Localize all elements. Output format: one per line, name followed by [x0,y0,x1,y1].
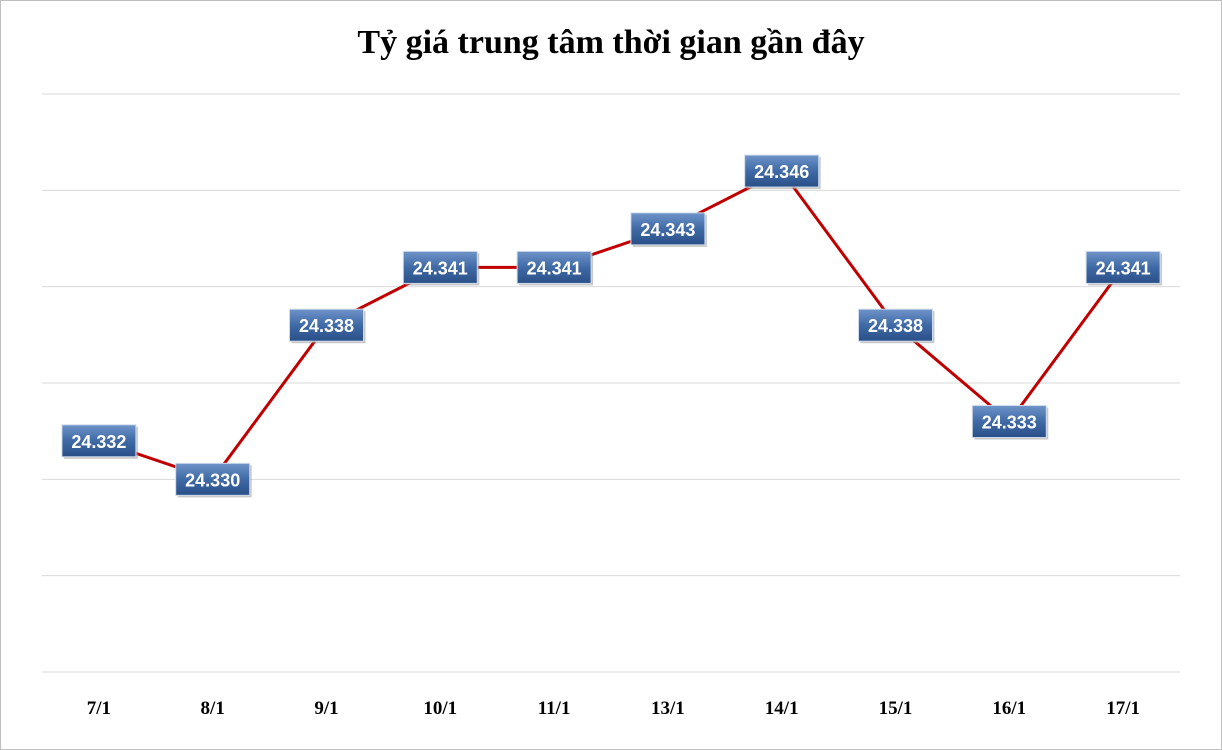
data-label-text: 24.341 [527,258,582,278]
x-tick-label: 17/1 [1106,698,1140,719]
x-tick-label: 9/1 [314,698,338,719]
data-label-text: 24.333 [982,413,1037,433]
series-line [98,169,1125,481]
data-label-box [61,424,137,458]
data-label-text: 24.330 [185,470,240,490]
x-tick-label: 11/1 [538,698,571,719]
x-tick-label: 10/1 [423,698,457,719]
data-label-text: 24.341 [413,258,468,278]
data-label: 24.338 [289,308,366,344]
data-label: 24.332 [61,424,138,459]
data-label-box [516,250,592,284]
x-tick-label: 8/1 [201,698,225,719]
data-label: 24.341 [516,250,594,286]
data-label: 24.341 [1085,250,1163,286]
x-tick-label: 15/1 [879,698,913,719]
x-tick-label: 13/1 [651,698,685,719]
data-label-text: 24.346 [754,162,809,182]
x-tick-label: 16/1 [992,698,1026,719]
data-label: 24.330 [175,462,252,498]
data-label-text: 24.338 [868,316,923,336]
data-label: 24.338 [858,308,935,344]
x-tick-label: 7/1 [87,698,111,719]
data-label-text: 24.343 [640,220,695,240]
data-label-box [402,250,478,284]
x-tick-label: 14/1 [765,698,799,719]
data-label: 24.333 [971,405,1049,440]
data-label: 24.346 [744,154,821,190]
data-label-text: 24.332 [71,432,126,452]
data-label-box [858,308,933,342]
data-label: 24.341 [402,250,480,286]
data-label-text: 24.341 [1096,258,1151,278]
data-label-box [744,154,820,188]
data-label-text: 24.338 [299,316,354,336]
chart-title: Tỷ giá trung tâm thời gian gần đây [357,24,865,61]
data-label: 24.343 [630,212,707,247]
data-label-box [630,212,706,246]
data-label-box [289,308,364,342]
data-label-box [1085,250,1161,284]
data-label-box [971,405,1047,439]
data-label-box [175,462,251,496]
